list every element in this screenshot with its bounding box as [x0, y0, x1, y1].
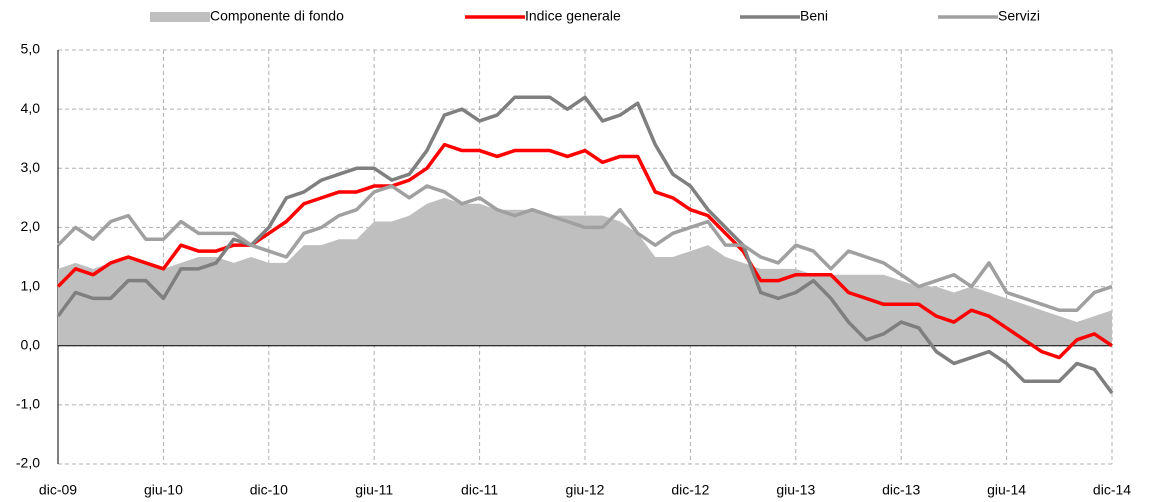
line	[56, 95, 1114, 395]
y-tick-label: 5,0	[21, 41, 41, 57]
x-tick-label: giu-11	[355, 482, 393, 498]
line	[56, 184, 1113, 312]
x-tick-label: giu-14	[987, 482, 1026, 498]
x-tick-label: dic-09	[39, 482, 77, 498]
y-tick-label: 4,0	[21, 100, 41, 116]
x-tick-label: giu-12	[566, 482, 605, 498]
x-tick-label: dic-13	[882, 482, 920, 498]
x-tick-label: dic-11	[461, 482, 498, 498]
legend-swatch	[150, 12, 210, 22]
legend-label: Indice generale	[525, 8, 621, 24]
x-tick-label: dic-10	[250, 482, 288, 498]
line	[56, 142, 1113, 360]
area	[58, 197, 1112, 346]
x-tick-label: giu-10	[144, 482, 183, 498]
legend-label: Servizi	[998, 8, 1040, 24]
y-tick-label: 0,0	[21, 336, 41, 352]
y-tick-label: 1,0	[21, 277, 41, 293]
y-tick-label: 3,0	[21, 159, 41, 175]
y-tick-label: -1,0	[16, 396, 40, 412]
y-tick-label: -2,0	[16, 455, 40, 471]
x-tick-label: dic-14	[1093, 482, 1131, 498]
y-tick-label: 2,0	[21, 218, 41, 234]
x-tick-label: dic-12	[671, 482, 709, 498]
legend-label: Beni	[800, 8, 828, 24]
x-tick-label: giu-13	[776, 482, 815, 498]
legend-label: Componente di fondo	[210, 8, 344, 24]
